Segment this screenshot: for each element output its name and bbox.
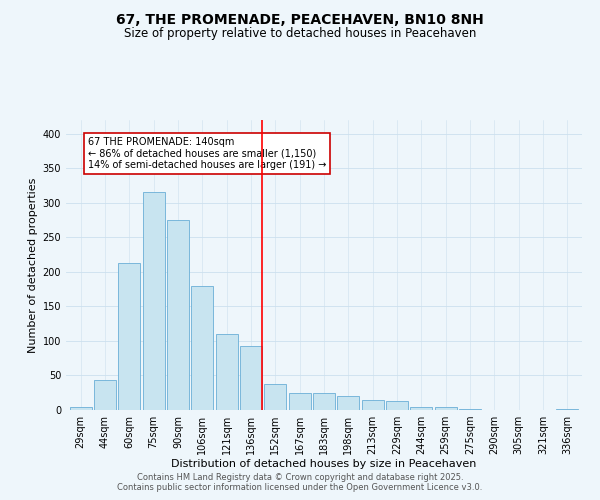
X-axis label: Distribution of detached houses by size in Peacehaven: Distribution of detached houses by size … bbox=[172, 458, 476, 468]
Bar bbox=[94, 380, 116, 410]
Bar bbox=[313, 394, 335, 410]
Bar bbox=[265, 384, 286, 410]
Y-axis label: Number of detached properties: Number of detached properties bbox=[28, 178, 38, 352]
Bar bbox=[410, 406, 433, 410]
Bar bbox=[167, 220, 189, 410]
Bar bbox=[459, 408, 481, 410]
Bar bbox=[435, 406, 457, 410]
Text: Size of property relative to detached houses in Peacehaven: Size of property relative to detached ho… bbox=[124, 28, 476, 40]
Text: Contains public sector information licensed under the Open Government Licence v3: Contains public sector information licen… bbox=[118, 482, 482, 492]
Bar bbox=[289, 394, 311, 410]
Text: 67, THE PROMENADE, PEACEHAVEN, BN10 8NH: 67, THE PROMENADE, PEACEHAVEN, BN10 8NH bbox=[116, 12, 484, 26]
Text: 67 THE PROMENADE: 140sqm
← 86% of detached houses are smaller (1,150)
14% of sem: 67 THE PROMENADE: 140sqm ← 86% of detach… bbox=[88, 138, 326, 170]
Bar bbox=[240, 346, 262, 410]
Bar bbox=[118, 263, 140, 410]
Bar bbox=[70, 406, 92, 410]
Bar bbox=[143, 192, 164, 410]
Bar bbox=[215, 334, 238, 410]
Bar bbox=[362, 400, 383, 410]
Bar bbox=[337, 396, 359, 410]
Bar bbox=[191, 286, 213, 410]
Text: Contains HM Land Registry data © Crown copyright and database right 2025.: Contains HM Land Registry data © Crown c… bbox=[137, 472, 463, 482]
Bar bbox=[386, 401, 408, 410]
Bar bbox=[556, 408, 578, 410]
